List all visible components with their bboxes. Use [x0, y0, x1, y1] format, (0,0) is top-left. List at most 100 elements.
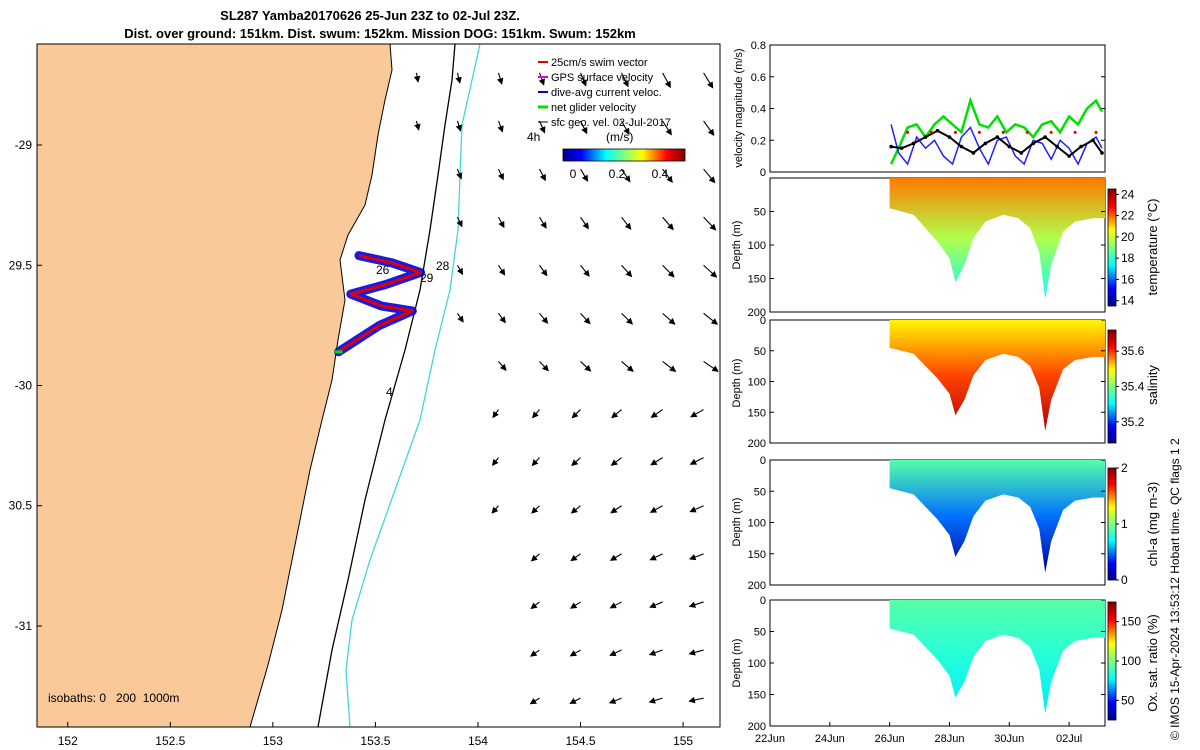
current-vector: [621, 264, 633, 278]
legend-entry: sfc geo. vel. 02-Jul-2017: [551, 117, 671, 129]
current-vector: [689, 553, 704, 561]
colorbar-tick-label: 24: [1121, 187, 1135, 201]
colorbar-tick-label: 35.4: [1121, 380, 1145, 394]
current-vector: [491, 505, 499, 514]
current-vector: [532, 409, 540, 419]
salinity-panel: 0 50 100 150 200 Depth (m) 35.2 35.4 35.6 sali…: [731, 315, 1160, 450]
velocity-black-point: [1031, 141, 1036, 146]
section-y-tick-label: 0: [760, 595, 766, 607]
velocity-black-point: [995, 135, 1000, 139]
time-x-tick-label: 24Jun: [815, 733, 845, 745]
oxygen-panel: 0 50 100 150 200 Depth (m) 50 100 150 Ox. sat.…: [731, 595, 1160, 733]
colorbar-tick: 0.2: [609, 167, 626, 181]
current-vector: [662, 264, 675, 278]
current-vector: [539, 313, 549, 324]
current-vector: [648, 649, 663, 656]
colorbar-tick-label: 50: [1121, 693, 1135, 707]
temperature-ylabel: Depth (m): [731, 221, 743, 270]
salinity-y-ticks: 0 50 100 150 200: [748, 315, 1105, 450]
velocity-black-point: [899, 146, 904, 150]
section-y-tick-label: 150: [748, 549, 766, 561]
current-vector: [703, 264, 718, 278]
current-vector: [703, 312, 719, 325]
velocity-black-point: [959, 144, 964, 149]
section-y-tick-label: 200: [748, 580, 766, 592]
figure-title-line1: SL287 Yamba20170626 25-Jun 23Z to 02-Jul…: [220, 8, 520, 23]
chla-y-ticks: 0 50 100 150 200: [748, 455, 1105, 592]
current-vector: [621, 361, 634, 372]
colorbar-tick-label: 100: [1121, 654, 1141, 668]
current-vector: [580, 312, 591, 325]
current-vector: [496, 72, 504, 85]
current-vector: [498, 313, 506, 324]
qc-footnote: © IMOS 15-Apr-2024 13:53:12 Hobart time.…: [1168, 438, 1182, 740]
time-x-tick-label: 02Jul: [1056, 733, 1082, 745]
velocity-swim-point: [1073, 130, 1077, 134]
current-vector: [609, 649, 622, 656]
velocity-swim-point: [953, 130, 957, 134]
colorbar-tick-label: 14: [1121, 294, 1135, 308]
salinity-colorbar: [1107, 329, 1117, 444]
current-vector: [689, 457, 704, 465]
velocity-black-point: [1055, 144, 1059, 149]
colorbar-label: (m/s): [606, 130, 633, 144]
velocity-black-point: [1079, 144, 1083, 149]
colorbar-tick-label: 16: [1121, 272, 1135, 286]
velocity-swim-point: [977, 130, 981, 134]
section-y-tick-label: 200: [748, 721, 766, 733]
chla-section-fill: [889, 460, 1105, 573]
oxygen-colorbar: [1107, 601, 1117, 721]
current-vector: [497, 168, 504, 181]
current-vector: [608, 697, 622, 704]
colorbar-tick-label: 2: [1121, 461, 1128, 475]
velocity-black-point: [1043, 135, 1047, 139]
current-vector: [570, 553, 581, 562]
current-vector: [703, 360, 719, 372]
current-vector: [650, 457, 663, 466]
chla-colorbar-ticks: 0 1 2: [1116, 461, 1128, 587]
current-vector: [649, 505, 663, 513]
velocity-black-point: [1091, 138, 1095, 143]
current-vector: [690, 409, 704, 418]
temperature-panel: 50 100 150 200 Depth (m) 14 16 18 20 22 24 tempe…: [731, 177, 1160, 319]
velocity-black-point: [889, 144, 893, 149]
current-vector: [498, 361, 507, 371]
current-vector: [662, 361, 677, 372]
current-vector: [571, 409, 581, 419]
current-vector: [662, 216, 674, 231]
current-vector: [497, 120, 504, 133]
time-x-tick-label: 22Jun: [755, 733, 785, 745]
colorbar-tick-label: 1: [1121, 517, 1128, 531]
colorbar-tick-label: 22: [1121, 209, 1135, 223]
legend-entry: dive-avg current veloc.: [551, 87, 662, 99]
current-vector: [649, 601, 663, 609]
velocity-black-point: [911, 141, 916, 146]
current-vector: [539, 264, 548, 277]
section-fill: [889, 178, 1105, 299]
current-vector: [413, 72, 421, 83]
current-vector: [621, 216, 632, 230]
current-vector: [688, 649, 704, 656]
map-y-tick-label: -30: [15, 379, 33, 393]
chla-colorbar: [1107, 467, 1117, 581]
current-vector: [621, 72, 629, 88]
current-vector: [662, 312, 676, 325]
map-x-tick-label: 152: [58, 734, 78, 748]
current-vector: [539, 361, 549, 372]
section-fill: [889, 320, 1105, 431]
map-panel: 152 152.5 153 153.5 154 154.5 155 -29 29.5 -30 30…: [9, 43, 721, 748]
swim-vector-track: [337, 254, 422, 354]
oxygen-ylabel: Depth (m): [731, 639, 743, 688]
current-vector: [491, 457, 499, 467]
current-vector: [455, 72, 462, 84]
section-y-tick-label: 0: [760, 455, 766, 467]
colorbar-tick-label: 20: [1121, 230, 1135, 244]
velocity-black-point: [971, 151, 976, 155]
map-x-tick-label: 153: [263, 734, 283, 748]
colorbar-tick: 0.4: [652, 167, 669, 181]
current-vector: [538, 72, 545, 86]
legend-entry: 25cm/s swim vector: [551, 57, 648, 69]
current-vector: [530, 601, 540, 610]
current-vector: [498, 216, 505, 229]
